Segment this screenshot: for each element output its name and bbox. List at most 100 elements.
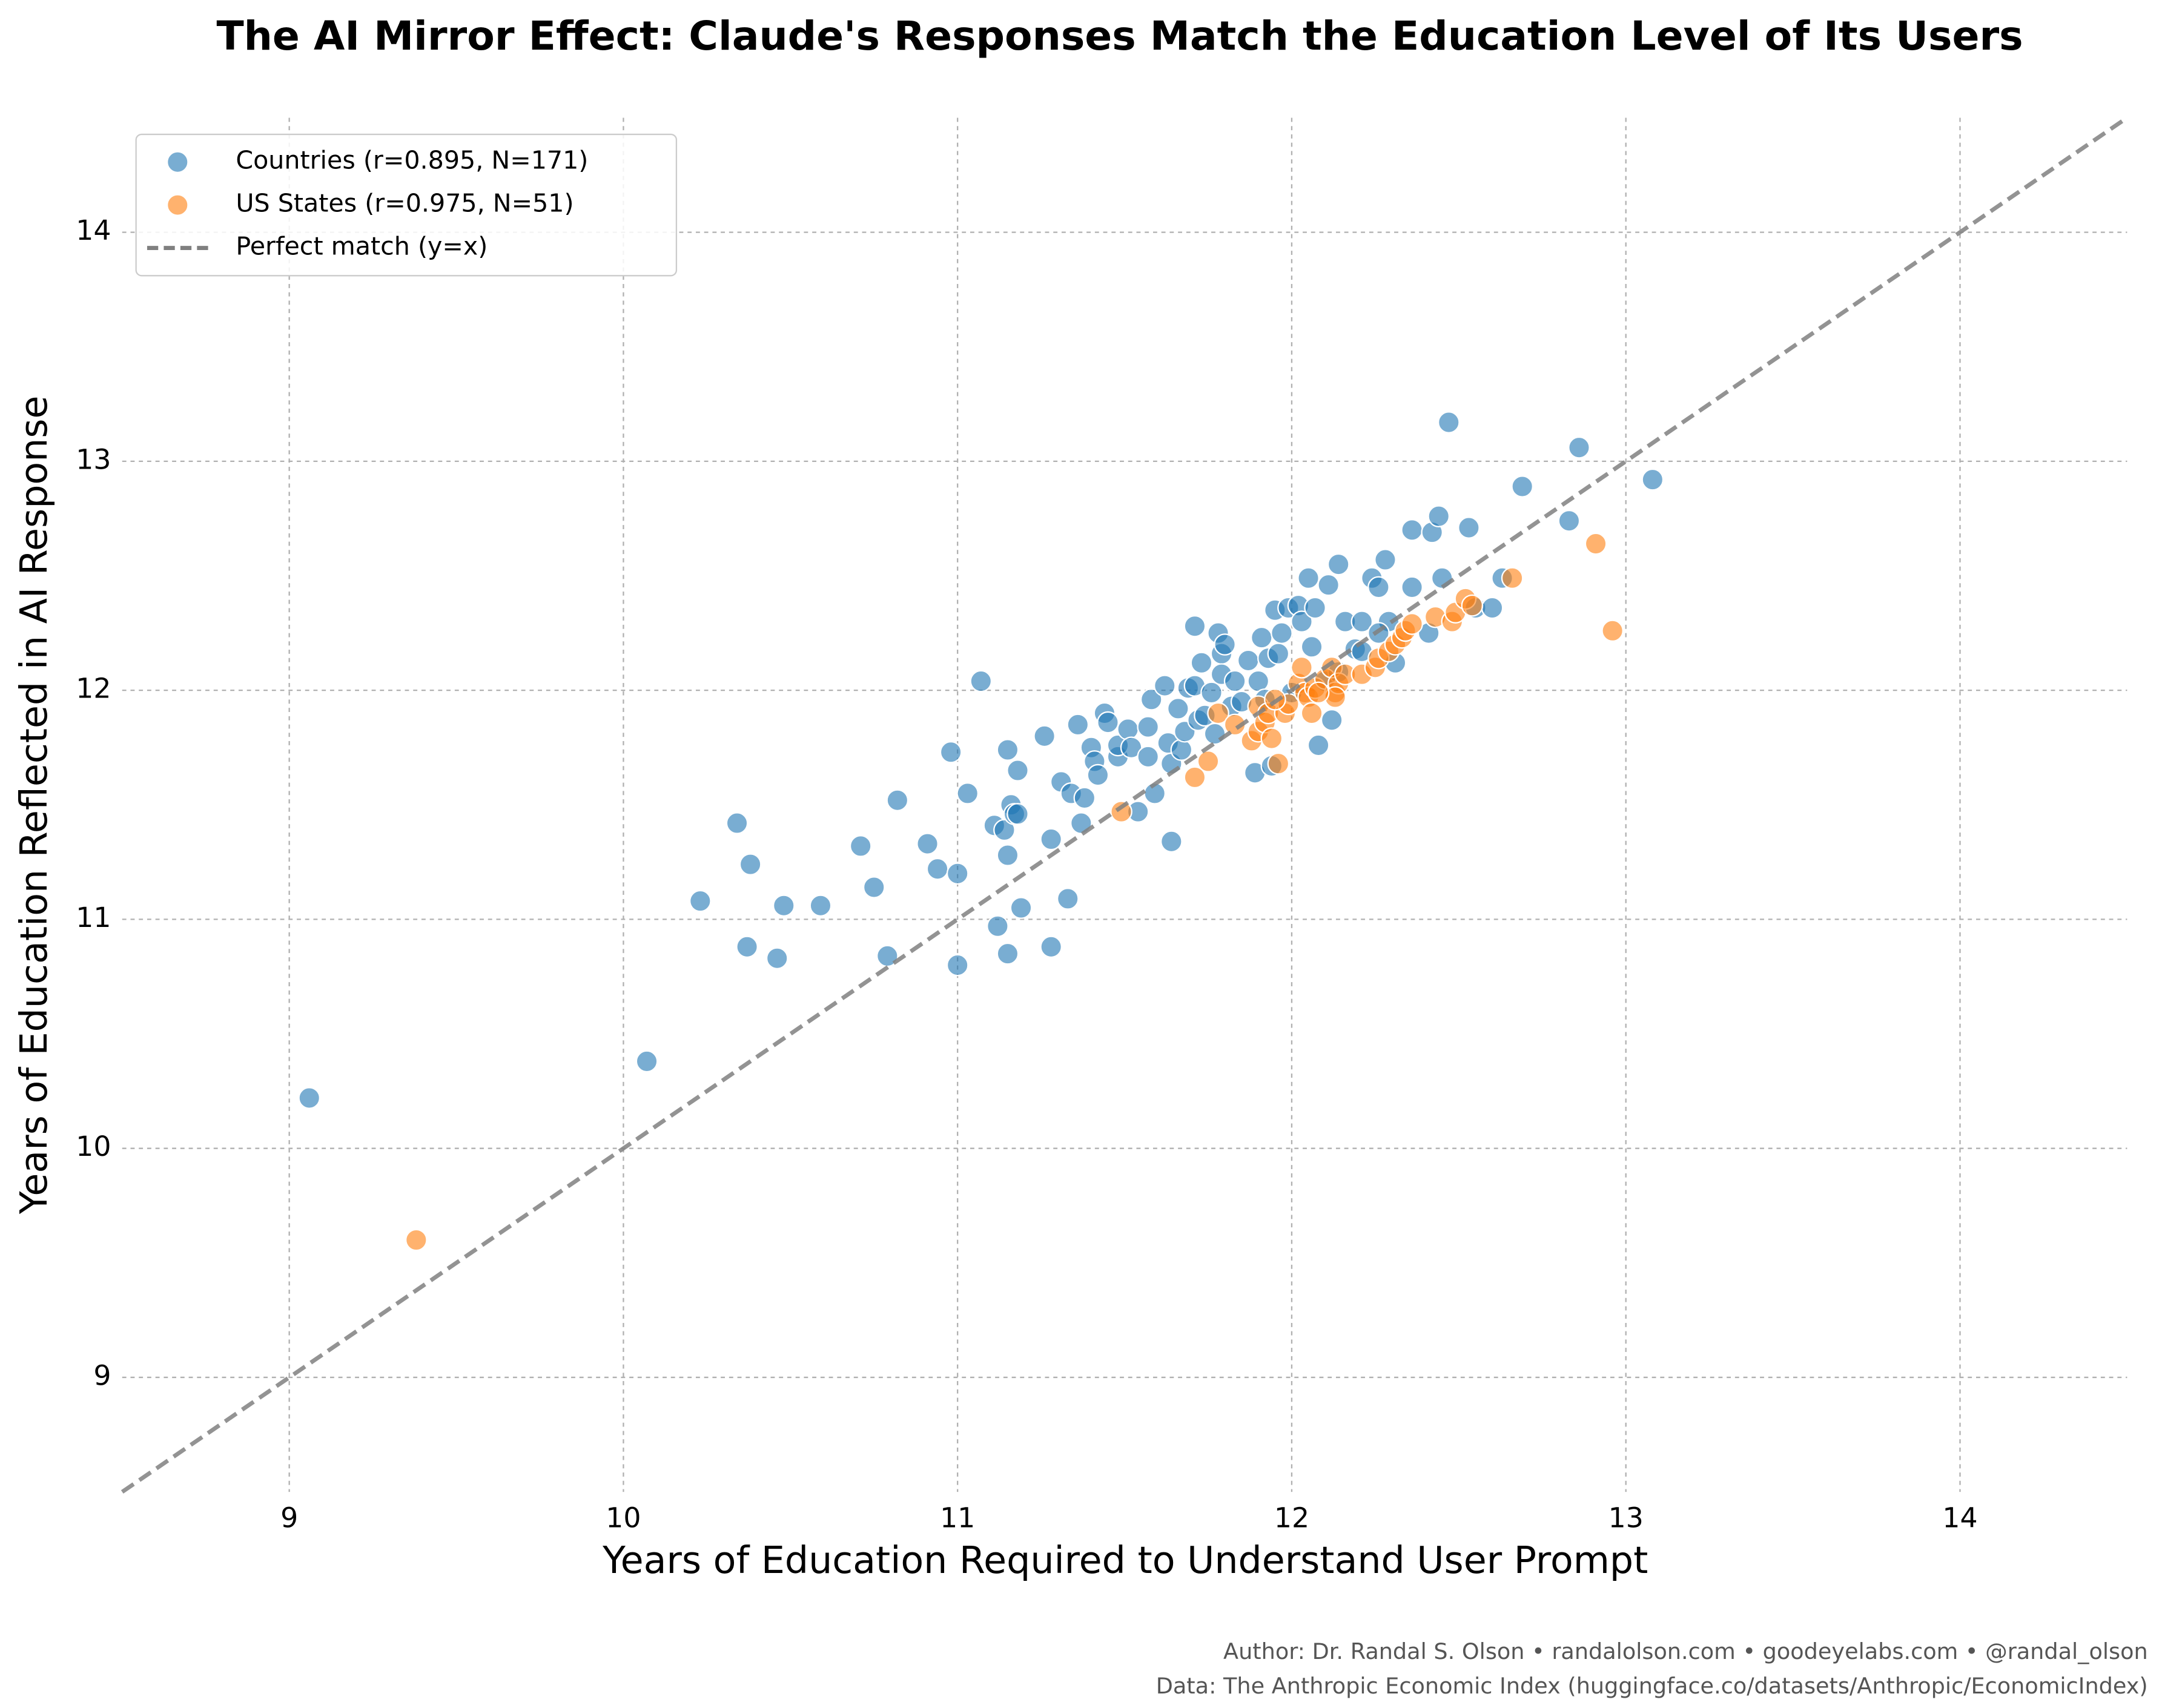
data-point [1401,519,1423,541]
x-tick-label: 12 [1274,1502,1309,1534]
data-point [736,935,758,958]
data-point [772,894,795,917]
y-axis-label: Years of Education Reflected in AI Respo… [12,395,56,1215]
data-point [1137,716,1159,738]
footer-source: Data: The Anthropic Economic Index (hugg… [1156,1673,2148,1699]
y-tick-label: 11 [76,902,111,934]
data-point [1511,475,1533,498]
x-tick-label: 9 [280,1502,298,1534]
data-point [1097,711,1119,734]
x-tick-label: 13 [1608,1502,1644,1534]
data-point [1437,411,1460,434]
data-point [1010,897,1033,919]
data-point [1140,688,1163,711]
data-point [1401,613,1423,635]
data-point [939,740,962,763]
data-point [1167,697,1189,720]
footer-author: Author: Dr. Randal S. Olson • randalolso… [1223,1638,2148,1664]
data-point [996,739,1019,761]
data-point [726,812,749,834]
data-point [886,789,909,812]
data-point [298,1087,321,1109]
data-point [1170,739,1193,761]
data-point [1040,935,1062,958]
data-point [1267,642,1290,665]
data-point [1501,567,1524,590]
data-point [1137,745,1159,768]
data-point [1401,576,1423,599]
data-point [946,954,969,977]
data-point [1153,674,1176,697]
data-point [1223,713,1246,736]
data-point [916,833,939,855]
y-tick-label: 9 [93,1359,111,1391]
data-point [1033,725,1056,748]
data-point [987,915,1009,938]
data-point [1297,567,1320,590]
data-point [1300,635,1323,658]
x-tick-label: 14 [1942,1502,1977,1534]
legend-marker [166,194,189,216]
data-point [1641,468,1664,491]
data-point [809,894,832,917]
data-point [876,945,899,968]
data-point [1461,594,1484,617]
data-point [1304,596,1326,619]
y-tick-label: 14 [76,214,111,246]
data-point [1327,553,1350,576]
y-tick-label: 10 [76,1130,111,1162]
data-point [1066,713,1089,736]
data-point [1250,626,1273,649]
data-point [996,942,1019,965]
data-point [1200,681,1223,704]
data-point [1183,766,1206,789]
data-point [1260,727,1283,750]
legend-marker [166,151,189,173]
data-point [1481,596,1504,619]
data-point [1427,505,1450,527]
legend: Countries (r=0.895, N=171) US States (r=0… [135,133,678,277]
data-point [1197,750,1220,773]
data-point [1190,651,1213,674]
data-point [1056,888,1079,910]
data-point [1117,718,1139,740]
x-tick-label: 11 [940,1502,975,1534]
data-point [1086,763,1109,786]
reference-line [121,116,2129,1494]
data-point [926,857,949,880]
data-point [1007,803,1029,825]
data-point [1317,573,1340,596]
x-tick-label: 10 [606,1502,641,1534]
data-point [1320,709,1343,731]
data-point [1160,830,1183,853]
y-tick-label: 12 [76,673,111,705]
data-point [1558,509,1581,532]
data-point [996,844,1019,866]
data-point [1300,702,1323,725]
data-point [1203,722,1226,745]
data-point [1073,786,1096,809]
data-point [1040,828,1062,851]
data-point [1267,752,1290,775]
data-point [1307,681,1330,704]
data-point [1223,670,1246,693]
data-point [956,782,979,805]
data-point [405,1228,428,1251]
data-point [635,1050,658,1073]
data-point [689,889,712,912]
data-point [1307,734,1330,757]
data-point [1214,633,1236,656]
chart-title: The AI Mirror Effect: Claude's Responses… [216,12,2023,59]
data-point [1291,610,1313,633]
y-tick-label: 13 [76,443,111,475]
data-point [1350,610,1374,633]
data-point [862,876,885,899]
legend-box [135,133,678,277]
data-point [1601,619,1624,642]
x-axis-label: Years of Education Required to Understan… [602,1538,1648,1582]
data-point [1007,759,1029,782]
data-point [1458,516,1480,539]
data-point [739,853,762,875]
data-point [1374,549,1397,571]
